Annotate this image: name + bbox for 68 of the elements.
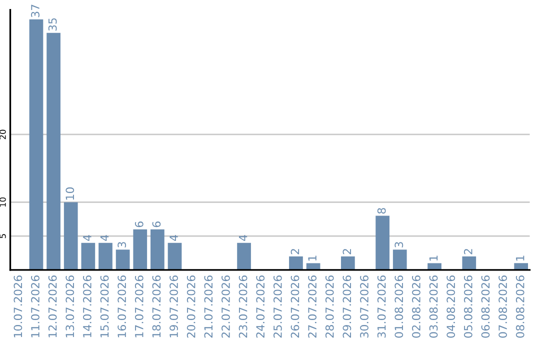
data-label: 37 <box>31 4 40 18</box>
bar <box>237 242 251 270</box>
bar <box>46 32 60 270</box>
y-tick-label: 20 <box>0 130 6 140</box>
data-label: 1 <box>308 256 316 261</box>
data-label: 4 <box>238 235 248 241</box>
x-tick-label: 01.08.2026 <box>394 276 404 338</box>
data-label: 2 <box>290 249 300 254</box>
x-tick-label: 26.07.2026 <box>290 276 300 338</box>
bar <box>29 19 44 270</box>
x-tick-label: 17.07.2026 <box>134 276 144 338</box>
data-label: 6 <box>134 222 144 228</box>
x-tick-label: 25.07.2026 <box>273 276 282 338</box>
x-tick-label: 13.07.2026 <box>66 276 74 338</box>
x-tick-label: 28.07.2026 <box>325 276 334 338</box>
x-tick-label: 15.07.2026 <box>100 276 109 338</box>
x-tick-label: 10.07.2026 <box>14 276 22 338</box>
bar <box>133 229 148 270</box>
bar <box>376 216 390 270</box>
bar <box>98 242 112 270</box>
y-tick-label: 5 <box>0 234 6 238</box>
bar <box>428 263 442 270</box>
x-tick-label: 30.07.2026 <box>360 276 368 338</box>
data-label: 8 <box>377 208 386 214</box>
x-tick-label: 05.08.2026 <box>464 276 472 338</box>
bar <box>168 242 182 270</box>
bar <box>340 256 355 270</box>
x-tick-label: 02.08.2026 <box>412 276 420 338</box>
data-label: 6 <box>152 222 161 228</box>
bar <box>289 256 303 270</box>
data-label: 10 <box>66 187 74 200</box>
x-tick-label: 20.07.2026 <box>186 276 196 338</box>
data-label: 3 <box>394 242 404 248</box>
bar <box>514 263 528 270</box>
x-tick-label: 29.07.2026 <box>342 276 352 338</box>
x-tick-label: 06.08.2026 <box>481 276 490 338</box>
x-tick-label: 04.08.2026 <box>446 276 456 338</box>
x-tick-label: 16.07.2026 <box>118 276 126 338</box>
y-tick-label: 10 <box>0 197 6 207</box>
data-label: 2 <box>342 249 351 254</box>
bar <box>81 242 96 270</box>
bar <box>462 256 476 270</box>
bar <box>150 229 164 270</box>
x-tick-label: 24.07.2026 <box>256 276 265 338</box>
x-tick-label: 21.07.2026 <box>204 276 213 338</box>
bar <box>116 250 130 270</box>
data-label: 1 <box>429 256 438 261</box>
data-label: 4 <box>100 235 109 241</box>
x-tick-label: 03.08.2026 <box>429 276 438 338</box>
x-tick-label: 12.07.2026 <box>48 276 57 338</box>
x-tick-label: 18.07.2026 <box>152 276 161 338</box>
data-label: 4 <box>83 235 92 241</box>
x-tick-label: 07.08.2026 <box>498 276 507 338</box>
x-tick-label: 19.07.2026 <box>170 276 178 338</box>
x-tick-label: 11.07.2026 <box>31 276 40 338</box>
bar <box>392 250 407 270</box>
x-tick-label: 27.07.2026 <box>308 276 317 338</box>
x-tick-label: 22.07.2026 <box>222 276 230 338</box>
data-label: 2 <box>464 249 472 254</box>
x-tick-label: 14.07.2026 <box>83 276 92 338</box>
data-label: 3 <box>118 242 126 248</box>
data-label: 4 <box>170 235 178 241</box>
x-tick-label: 31.07.2026 <box>377 276 386 338</box>
x-tick-label: 23.07.2026 <box>238 276 248 338</box>
bar <box>64 202 78 270</box>
x-tick-label: 08.08.2026 <box>516 276 524 338</box>
data-label: 1 <box>516 256 524 261</box>
data-label: 35 <box>48 18 57 31</box>
